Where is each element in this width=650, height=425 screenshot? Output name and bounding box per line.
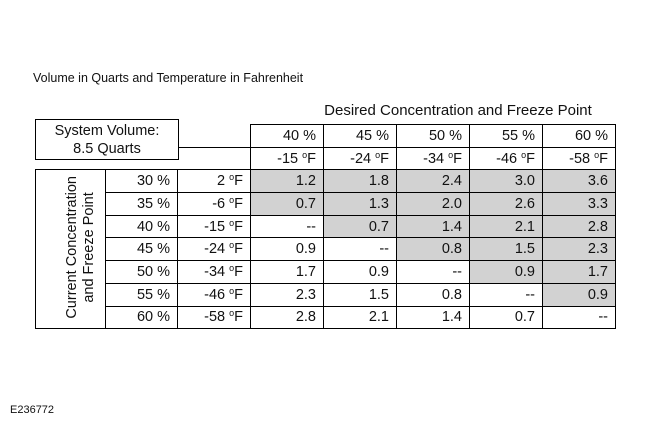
- current-freeze-cell: -24 oF: [177, 237, 251, 262]
- desired-freeze-cell: -24 oF: [323, 146, 397, 171]
- desired-freeze-cell: -58 oF: [542, 146, 616, 171]
- quarts-value-cell: 2.1: [323, 305, 397, 330]
- quarts-value-cell: 2.6: [469, 192, 543, 216]
- table-row: 60 % -58 oF 2.8 2.1 1.4 0.7 --: [36, 305, 616, 330]
- table-row: 40 % -15 oF -- 0.7 1.4 2.1 2.8: [36, 214, 616, 239]
- table-row: Current Concentration and Freeze Point 30 …: [35, 169, 616, 330]
- quarts-value-cell: 1.4: [396, 214, 470, 239]
- current-concentration-cell: 60 %: [105, 305, 178, 330]
- coolant-chart: 40 % 45 % 50 % 55 % 60 % -15 oF -24 oF -…: [35, 124, 616, 330]
- quarts-value-cell: 2.8: [542, 214, 616, 239]
- quarts-value-cell: 2.3: [250, 282, 324, 307]
- quarts-value-cell: 0.7: [323, 214, 397, 239]
- current-freeze-cell: -15 oF: [177, 214, 251, 239]
- table-row: 50 % -34 oF 1.7 0.9 -- 0.9 1.7: [36, 260, 616, 284]
- current-concentration-label: Current Concentration and Freeze Point: [35, 169, 106, 330]
- quarts-value-cell: 3.0: [469, 169, 543, 194]
- quarts-value-cell: 0.9: [250, 237, 324, 262]
- quarts-value-cell: 1.3: [323, 192, 397, 216]
- desired-concentration-cell: 40 %: [250, 124, 324, 148]
- quarts-value-cell: 2.4: [396, 169, 470, 194]
- desired-freeze-cell: -46 oF: [469, 146, 543, 171]
- desired-concentration-cell: 55 %: [469, 124, 543, 148]
- quarts-value-cell: 0.8: [396, 237, 470, 262]
- quarts-value-cell: --: [250, 214, 324, 239]
- desired-concentration-cell: 45 %: [323, 124, 397, 148]
- side-label-line2: and Freeze Point: [81, 192, 97, 303]
- current-concentration-cell: 55 %: [105, 282, 178, 307]
- system-volume-value: 8.5 Quarts: [73, 141, 141, 157]
- quarts-value-cell: 2.1: [469, 214, 543, 239]
- current-concentration-cell: 35 %: [105, 192, 178, 216]
- desired-freeze-cell: -15 oF: [250, 146, 324, 171]
- quarts-value-cell: --: [469, 282, 543, 307]
- table-row: 55 % -46 oF 2.3 1.5 0.8 -- 0.9: [36, 282, 616, 307]
- current-concentration-cell: 30 %: [105, 169, 178, 194]
- quarts-value-cell: 0.8: [396, 282, 470, 307]
- desired-concentration-cell: 60 %: [542, 124, 616, 148]
- quarts-value-cell: 1.2: [250, 169, 324, 194]
- table-row: 45 % -24 oF 0.9 -- 0.8 1.5 2.3: [36, 237, 616, 262]
- quarts-value-cell: --: [323, 237, 397, 262]
- quarts-value-cell: 1.7: [542, 260, 616, 284]
- desired-freeze-cell: -34 oF: [396, 146, 470, 171]
- quarts-value-cell: 2.3: [542, 237, 616, 262]
- quarts-value-cell: 0.9: [542, 282, 616, 307]
- quarts-value-cell: 0.7: [469, 305, 543, 330]
- quarts-value-cell: --: [396, 260, 470, 284]
- quarts-value-cell: 1.5: [323, 282, 397, 307]
- current-freeze-cell: -46 oF: [177, 282, 251, 307]
- quarts-value-cell: 3.6: [542, 169, 616, 194]
- quarts-value-cell: --: [542, 305, 616, 330]
- quarts-value-cell: 0.9: [469, 260, 543, 284]
- quarts-value-cell: 2.8: [250, 305, 324, 330]
- figure-id: E236772: [10, 404, 55, 416]
- current-freeze-cell: -58 oF: [177, 305, 251, 330]
- current-concentration-cell: 45 %: [105, 237, 178, 262]
- table-row: 35 % -6 oF 0.7 1.3 2.0 2.6 3.3: [36, 192, 616, 216]
- quarts-value-cell: 1.4: [396, 305, 470, 330]
- current-freeze-cell: -34 oF: [177, 260, 251, 284]
- quarts-value-cell: 1.7: [250, 260, 324, 284]
- table-caption: Volume in Quarts and Temperature in Fahr…: [33, 71, 304, 85]
- quarts-value-cell: 1.8: [323, 169, 397, 194]
- quarts-value-cell: 1.5: [469, 237, 543, 262]
- quarts-value-cell: 0.9: [323, 260, 397, 284]
- quarts-value-cell: 0.7: [250, 192, 324, 216]
- side-label-line1: Current Concentration: [64, 175, 80, 319]
- current-freeze-cell: -6 oF: [177, 192, 251, 216]
- system-volume-label: System Volume:: [54, 123, 160, 139]
- quarts-value-cell: 3.3: [542, 192, 616, 216]
- quarts-value-cell: 2.0: [396, 192, 470, 216]
- desired-concentration-cell: 50 %: [396, 124, 470, 148]
- current-freeze-cell: 2 oF: [177, 169, 251, 194]
- current-concentration-cell: 40 %: [105, 214, 178, 239]
- current-concentration-cell: 50 %: [105, 260, 178, 284]
- system-volume-box: System Volume: 8.5 Quarts: [35, 119, 179, 160]
- desired-header-title: Desired Concentration and Freeze Point: [324, 102, 592, 119]
